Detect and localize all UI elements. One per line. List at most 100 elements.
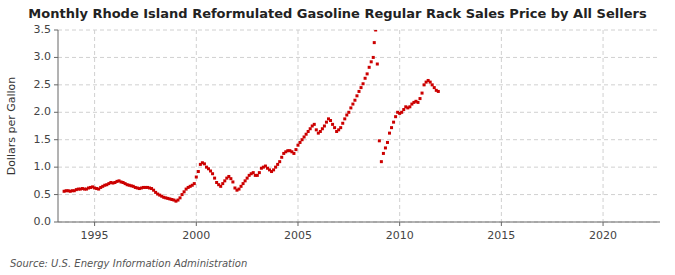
grid-line [58,139,660,140]
tick-mark [54,57,58,58]
point [388,132,391,135]
grid-line [603,30,604,222]
tick-label: 2000 [182,229,210,242]
y-axis-label: Dollars per Gallon [5,77,18,176]
point [339,126,342,129]
point [374,30,377,32]
point [256,174,259,177]
point [244,179,247,182]
point [309,127,312,130]
point [370,60,373,63]
point [437,90,440,93]
tick-label: 2010 [386,229,414,242]
grid-line [58,57,660,58]
grid-line [501,30,502,222]
point [390,126,393,129]
point [408,105,411,108]
grid-line [399,30,400,222]
point [197,170,200,173]
point [358,90,361,93]
tick-label: 1.0 [34,160,52,173]
point [303,135,306,138]
point [323,125,326,128]
tick-label: 2020 [589,229,617,242]
point [299,141,302,144]
point [341,122,344,125]
point [355,94,358,97]
point [345,114,348,117]
tick-mark [94,222,95,226]
tick-label: 2.0 [34,105,52,118]
point [258,171,261,174]
tick-mark [297,222,298,226]
point [305,133,308,136]
point [294,148,297,151]
point [423,83,426,86]
point [325,121,328,124]
point [252,171,255,174]
point [209,169,212,172]
tick-mark [196,222,197,226]
point [278,160,281,163]
point [183,190,186,193]
point [193,182,196,185]
grid-line [196,30,197,222]
point [349,106,352,109]
point [219,185,222,188]
point [384,146,387,149]
tick-label: 2.5 [34,78,52,91]
point [378,139,381,142]
annotation: Source: U.S. Energy Information Administ… [10,258,247,269]
point [419,97,422,100]
point [433,86,436,89]
x-axis-line [58,222,660,223]
point [373,41,376,44]
point [386,141,389,144]
point [240,185,243,188]
tick-mark [54,139,58,140]
point [181,193,184,196]
point [272,168,275,171]
point [366,72,369,75]
point [429,81,432,84]
point [296,144,299,147]
point [347,111,350,114]
point [380,160,383,163]
point [292,152,295,155]
tick-label: 3.0 [34,50,52,63]
axes: 0.00.51.01.52.02.53.03.51995200020052010… [34,23,661,242]
point [416,101,419,104]
point [231,180,234,183]
grid-line [58,222,660,223]
point [368,66,371,69]
point [321,127,324,130]
point [372,56,375,59]
tick-label: 2005 [284,229,312,242]
grid-line [58,30,660,31]
tick-mark [399,222,400,226]
point [221,182,224,185]
point [274,166,277,169]
point [333,126,336,129]
point [353,99,356,102]
chart: 0.00.51.01.52.02.53.03.51995200020052010… [0,0,675,275]
point [421,92,424,95]
grid-line [58,112,660,113]
tick-label: 0.5 [34,188,52,201]
tick-label: 3.5 [34,23,52,36]
point [364,77,367,80]
tick-label: 2015 [487,229,515,242]
tick-label: 0.0 [34,215,52,228]
point [382,152,385,155]
grid [58,30,660,222]
point [394,115,397,118]
point [319,130,322,133]
tick-mark [54,194,58,195]
point [362,82,365,85]
point [238,188,241,191]
point [276,163,279,166]
point [343,117,346,120]
point [376,63,379,66]
point [307,130,310,133]
tick-label: 1995 [81,229,109,242]
